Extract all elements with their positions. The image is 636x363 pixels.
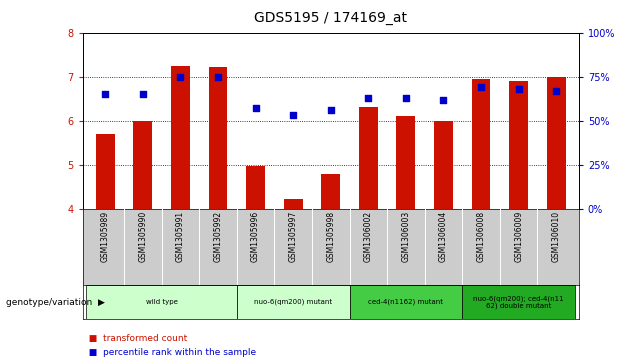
Bar [321,174,340,209]
Text: GSM1305991: GSM1305991 [176,211,185,262]
Text: GSM1305998: GSM1305998 [326,211,335,262]
Point [138,91,148,97]
Point [288,113,298,118]
Text: GSM1306003: GSM1306003 [401,211,410,262]
Bar [284,199,303,209]
Bar [246,166,265,209]
Point [401,95,411,101]
Point [100,91,110,97]
Point [176,74,186,79]
Point [363,95,373,101]
Text: GSM1305996: GSM1305996 [251,211,260,262]
Text: wild type: wild type [146,299,177,305]
Bar [359,107,378,209]
Point [551,88,562,94]
Bar [96,134,114,209]
Text: GSM1306002: GSM1306002 [364,211,373,262]
Text: GSM1305989: GSM1305989 [100,211,110,262]
Bar [237,285,350,319]
Text: ■  percentile rank within the sample: ■ percentile rank within the sample [83,348,256,358]
Point [251,106,261,111]
Bar [86,285,237,319]
Text: GSM1305997: GSM1305997 [289,211,298,262]
Text: nuo-6(qm200) mutant: nuo-6(qm200) mutant [254,299,332,305]
Text: GSM1306004: GSM1306004 [439,211,448,262]
Point [513,86,523,92]
Text: GSM1305990: GSM1305990 [138,211,148,262]
Bar [209,67,228,209]
Point [326,107,336,113]
Text: GDS5195 / 174169_at: GDS5195 / 174169_at [254,11,407,25]
Bar [396,116,415,209]
Point [213,74,223,79]
Text: GSM1305992: GSM1305992 [214,211,223,262]
Bar [434,121,453,209]
Point [476,84,486,90]
Text: GSM1306008: GSM1306008 [476,211,485,262]
Text: ■  transformed count: ■ transformed count [83,334,187,343]
Text: genotype/variation  ▶: genotype/variation ▶ [6,298,105,307]
Bar [171,66,190,209]
Point [438,97,448,102]
Text: GSM1306010: GSM1306010 [551,211,561,262]
Text: GSM1306009: GSM1306009 [514,211,523,262]
Bar [547,77,565,209]
Bar [472,79,490,209]
Text: nuo-6(qm200); ced-4(n11
62) double mutant: nuo-6(qm200); ced-4(n11 62) double mutan… [473,295,564,309]
Bar [509,81,528,209]
Text: ced-4(n1162) mutant: ced-4(n1162) mutant [368,299,443,305]
Bar [134,121,152,209]
Bar [350,285,462,319]
Bar [462,285,575,319]
